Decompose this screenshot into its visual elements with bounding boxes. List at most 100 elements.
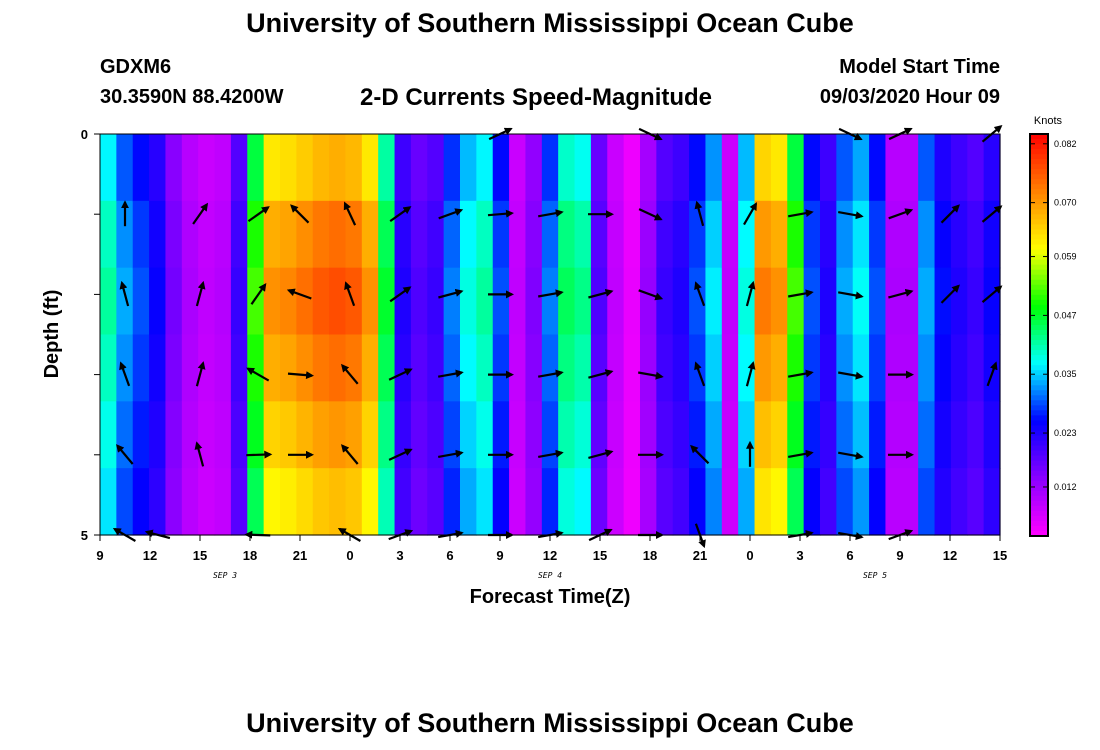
heatmap-cell: [967, 401, 985, 469]
heatmap-cell: [852, 401, 870, 469]
heatmap-cell: [149, 468, 167, 536]
heatmap-cell: [721, 134, 739, 202]
heatmap-cell: [198, 401, 216, 469]
heatmap-cell: [541, 334, 559, 402]
heatmap-cell: [263, 334, 281, 402]
colorbar-segment: [1030, 405, 1048, 411]
heatmap-cell: [754, 334, 772, 402]
heatmap-cell: [803, 334, 821, 402]
heatmap-cell: [885, 200, 903, 269]
heatmap-cell: [198, 200, 216, 269]
x-tick-label: 9: [96, 548, 103, 563]
heatmap-cell: [836, 401, 854, 469]
heatmap-cell: [509, 267, 527, 336]
colorbar-segment: [1030, 139, 1048, 145]
heatmap-cell: [116, 200, 134, 269]
heatmap-cell: [443, 267, 461, 336]
heatmap-cell: [198, 468, 216, 536]
colorbar-segment: [1030, 329, 1048, 336]
current-vector: [745, 361, 756, 387]
heatmap-cell: [427, 134, 445, 202]
heatmap-cell: [574, 468, 592, 536]
heatmap-cell: [509, 200, 527, 269]
current-vector: [290, 204, 310, 224]
heatmap-cell: [525, 134, 543, 202]
current-vector: [588, 449, 614, 459]
colorbar-segment: [1030, 184, 1048, 190]
colorbar-segment: [1030, 425, 1048, 432]
x-tick-label: 9: [896, 548, 903, 563]
heatmap-cell: [787, 267, 805, 336]
colorbar-tick-label: 0.047: [1054, 310, 1077, 320]
heatmap-cell: [623, 401, 641, 469]
current-vector: [250, 282, 267, 305]
colorbar-segment: [1030, 249, 1048, 256]
heatmap-cell: [836, 134, 854, 202]
heatmap-cell: [165, 401, 183, 469]
heatmap-cell: [312, 267, 330, 336]
heatmap-cell: [983, 468, 1001, 536]
heatmap-cell: [885, 468, 903, 536]
current-vector: [788, 369, 814, 378]
current-vector: [588, 369, 614, 379]
heatmap-cell: [116, 334, 134, 402]
heatmap-cell: [443, 334, 461, 402]
colorbar-segment: [1030, 400, 1048, 406]
heatmap-cell: [754, 134, 772, 202]
colorbar-segment: [1030, 480, 1048, 487]
colorbar-segment: [1030, 510, 1048, 517]
heatmap-cell: [918, 200, 936, 269]
colorbar-segment: [1030, 470, 1048, 477]
heatmap-cell: [214, 468, 232, 536]
heatmap-cell: [983, 200, 1001, 269]
colorbar-tick-label: 0.035: [1054, 369, 1077, 379]
current-vector: [694, 200, 705, 227]
y-axis: 05: [81, 127, 100, 543]
heatmap-cell: [280, 134, 297, 202]
heatmap-cell: [640, 267, 657, 336]
heatmap-cell: [705, 134, 723, 202]
heatmap-cell: [181, 267, 199, 336]
heatmap-cell: [345, 468, 363, 536]
colorbar-segment: [1030, 269, 1048, 276]
heatmap-cell: [214, 134, 232, 202]
current-vector: [119, 280, 130, 307]
model-start-value: 09/03/2020 Hour 09: [819, 86, 1000, 108]
current-vector: [986, 361, 998, 387]
heatmap-cell: [754, 267, 772, 336]
heatmap-cell: [705, 267, 723, 336]
heatmap-cell: [934, 401, 952, 469]
heatmap-cell: [803, 200, 821, 269]
colorbar-tick-label: 0.070: [1054, 198, 1077, 208]
heatmap-cell: [476, 134, 494, 202]
colorbar-segment: [1030, 390, 1048, 396]
heatmap-cell: [296, 468, 314, 536]
heatmap-cell: [869, 200, 887, 269]
x-tick-label: 0: [746, 548, 753, 563]
colorbar-segment: [1030, 375, 1048, 381]
current-vector: [247, 206, 270, 223]
heatmap-cell: [329, 334, 347, 402]
colorbar-segment: [1030, 500, 1048, 507]
heatmap-cell: [247, 334, 265, 402]
heatmap-cell: [852, 267, 870, 336]
heatmap-cell: [410, 134, 428, 202]
heatmap-cell: [934, 134, 952, 202]
heatmap-cell: [672, 468, 690, 536]
heatmap-cell: [541, 134, 559, 202]
heatmap-cell: [181, 200, 199, 269]
colorbar-segment: [1030, 304, 1048, 311]
heatmap-cell: [280, 468, 297, 536]
heatmap-cell: [132, 334, 150, 402]
heatmap-cell: [410, 200, 428, 269]
station-coordinates: 30.3590N 88.4200W: [100, 86, 284, 108]
heatmap-cell: [329, 134, 347, 202]
heatmap-cell: [918, 134, 936, 202]
heatmap-cell: [869, 468, 887, 536]
current-vector: [838, 451, 864, 460]
y-tick-label: 0: [81, 127, 88, 142]
colorbar-segment: [1030, 445, 1048, 452]
colorbar-segment: [1030, 385, 1048, 391]
heatmap-cell: [558, 200, 576, 269]
